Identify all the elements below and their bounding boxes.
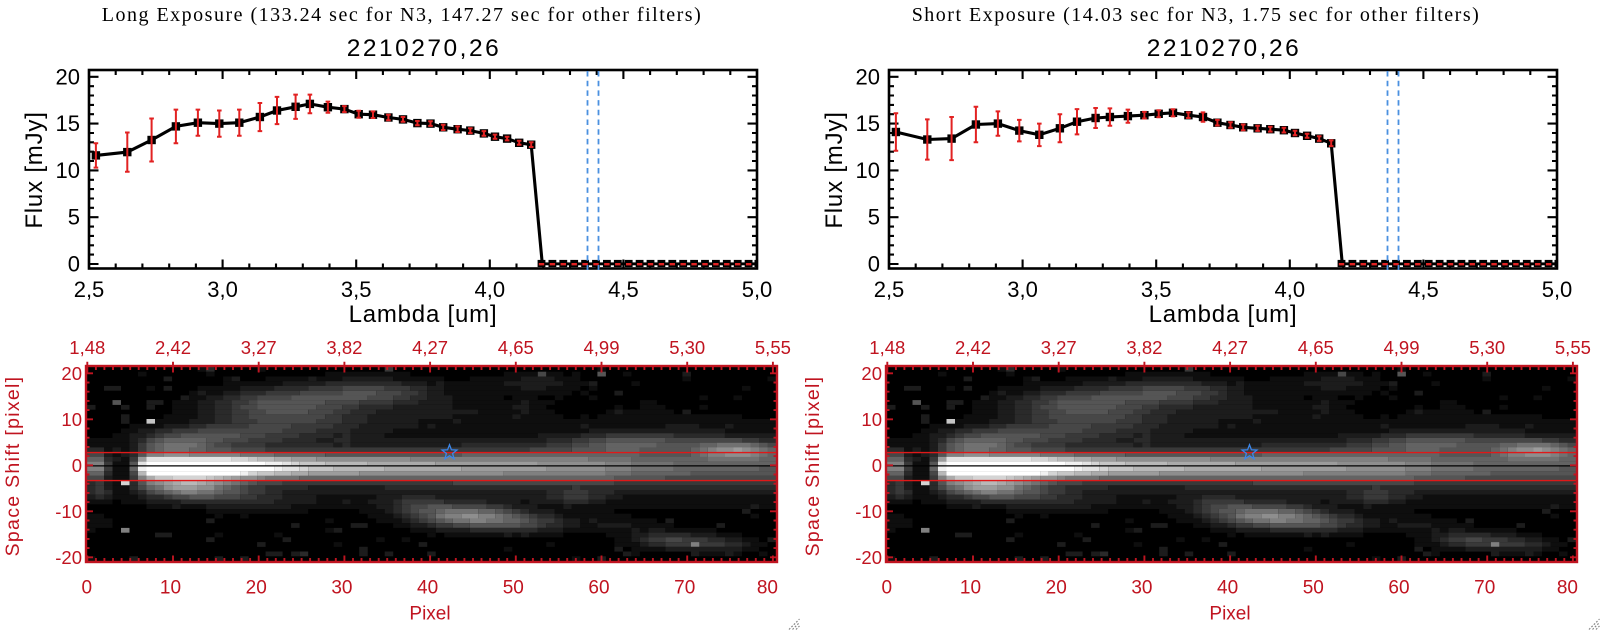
- svg-text:2210270,26: 2210270,26: [347, 35, 501, 62]
- svg-text:Long Exposure (133.24 sec for: Long Exposure (133.24 sec for N3, 147.27…: [102, 4, 702, 26]
- svg-text:2210270,26: 2210270,26: [1147, 35, 1301, 62]
- svg-text:Short Exposure (14.03 sec for: Short Exposure (14.03 sec for N3, 1.75 s…: [912, 4, 1481, 26]
